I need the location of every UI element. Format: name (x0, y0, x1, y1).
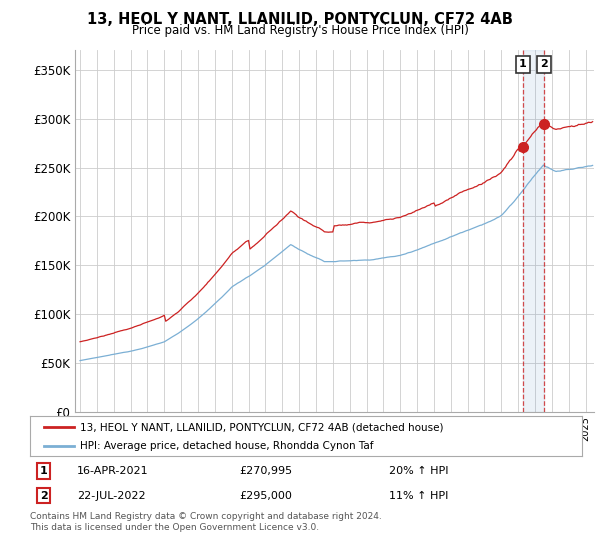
Text: 20% ↑ HPI: 20% ↑ HPI (389, 466, 448, 476)
Text: 1: 1 (40, 466, 47, 476)
Text: 11% ↑ HPI: 11% ↑ HPI (389, 491, 448, 501)
Text: 16-APR-2021: 16-APR-2021 (77, 466, 149, 476)
Text: 13, HEOL Y NANT, LLANILID, PONTYCLUN, CF72 4AB (detached house): 13, HEOL Y NANT, LLANILID, PONTYCLUN, CF… (80, 422, 443, 432)
Text: 2: 2 (40, 491, 47, 501)
Text: 2: 2 (541, 59, 548, 69)
Text: £270,995: £270,995 (240, 466, 293, 476)
Text: 22-JUL-2022: 22-JUL-2022 (77, 491, 146, 501)
Text: Contains HM Land Registry data © Crown copyright and database right 2024.
This d: Contains HM Land Registry data © Crown c… (30, 512, 382, 532)
Text: £295,000: £295,000 (240, 491, 293, 501)
Text: 1: 1 (519, 59, 527, 69)
Text: HPI: Average price, detached house, Rhondda Cynon Taf: HPI: Average price, detached house, Rhon… (80, 441, 373, 451)
Text: 13, HEOL Y NANT, LLANILID, PONTYCLUN, CF72 4AB: 13, HEOL Y NANT, LLANILID, PONTYCLUN, CF… (87, 12, 513, 27)
Bar (523, 50, 544, 412)
Text: Price paid vs. HM Land Registry's House Price Index (HPI): Price paid vs. HM Land Registry's House … (131, 24, 469, 36)
